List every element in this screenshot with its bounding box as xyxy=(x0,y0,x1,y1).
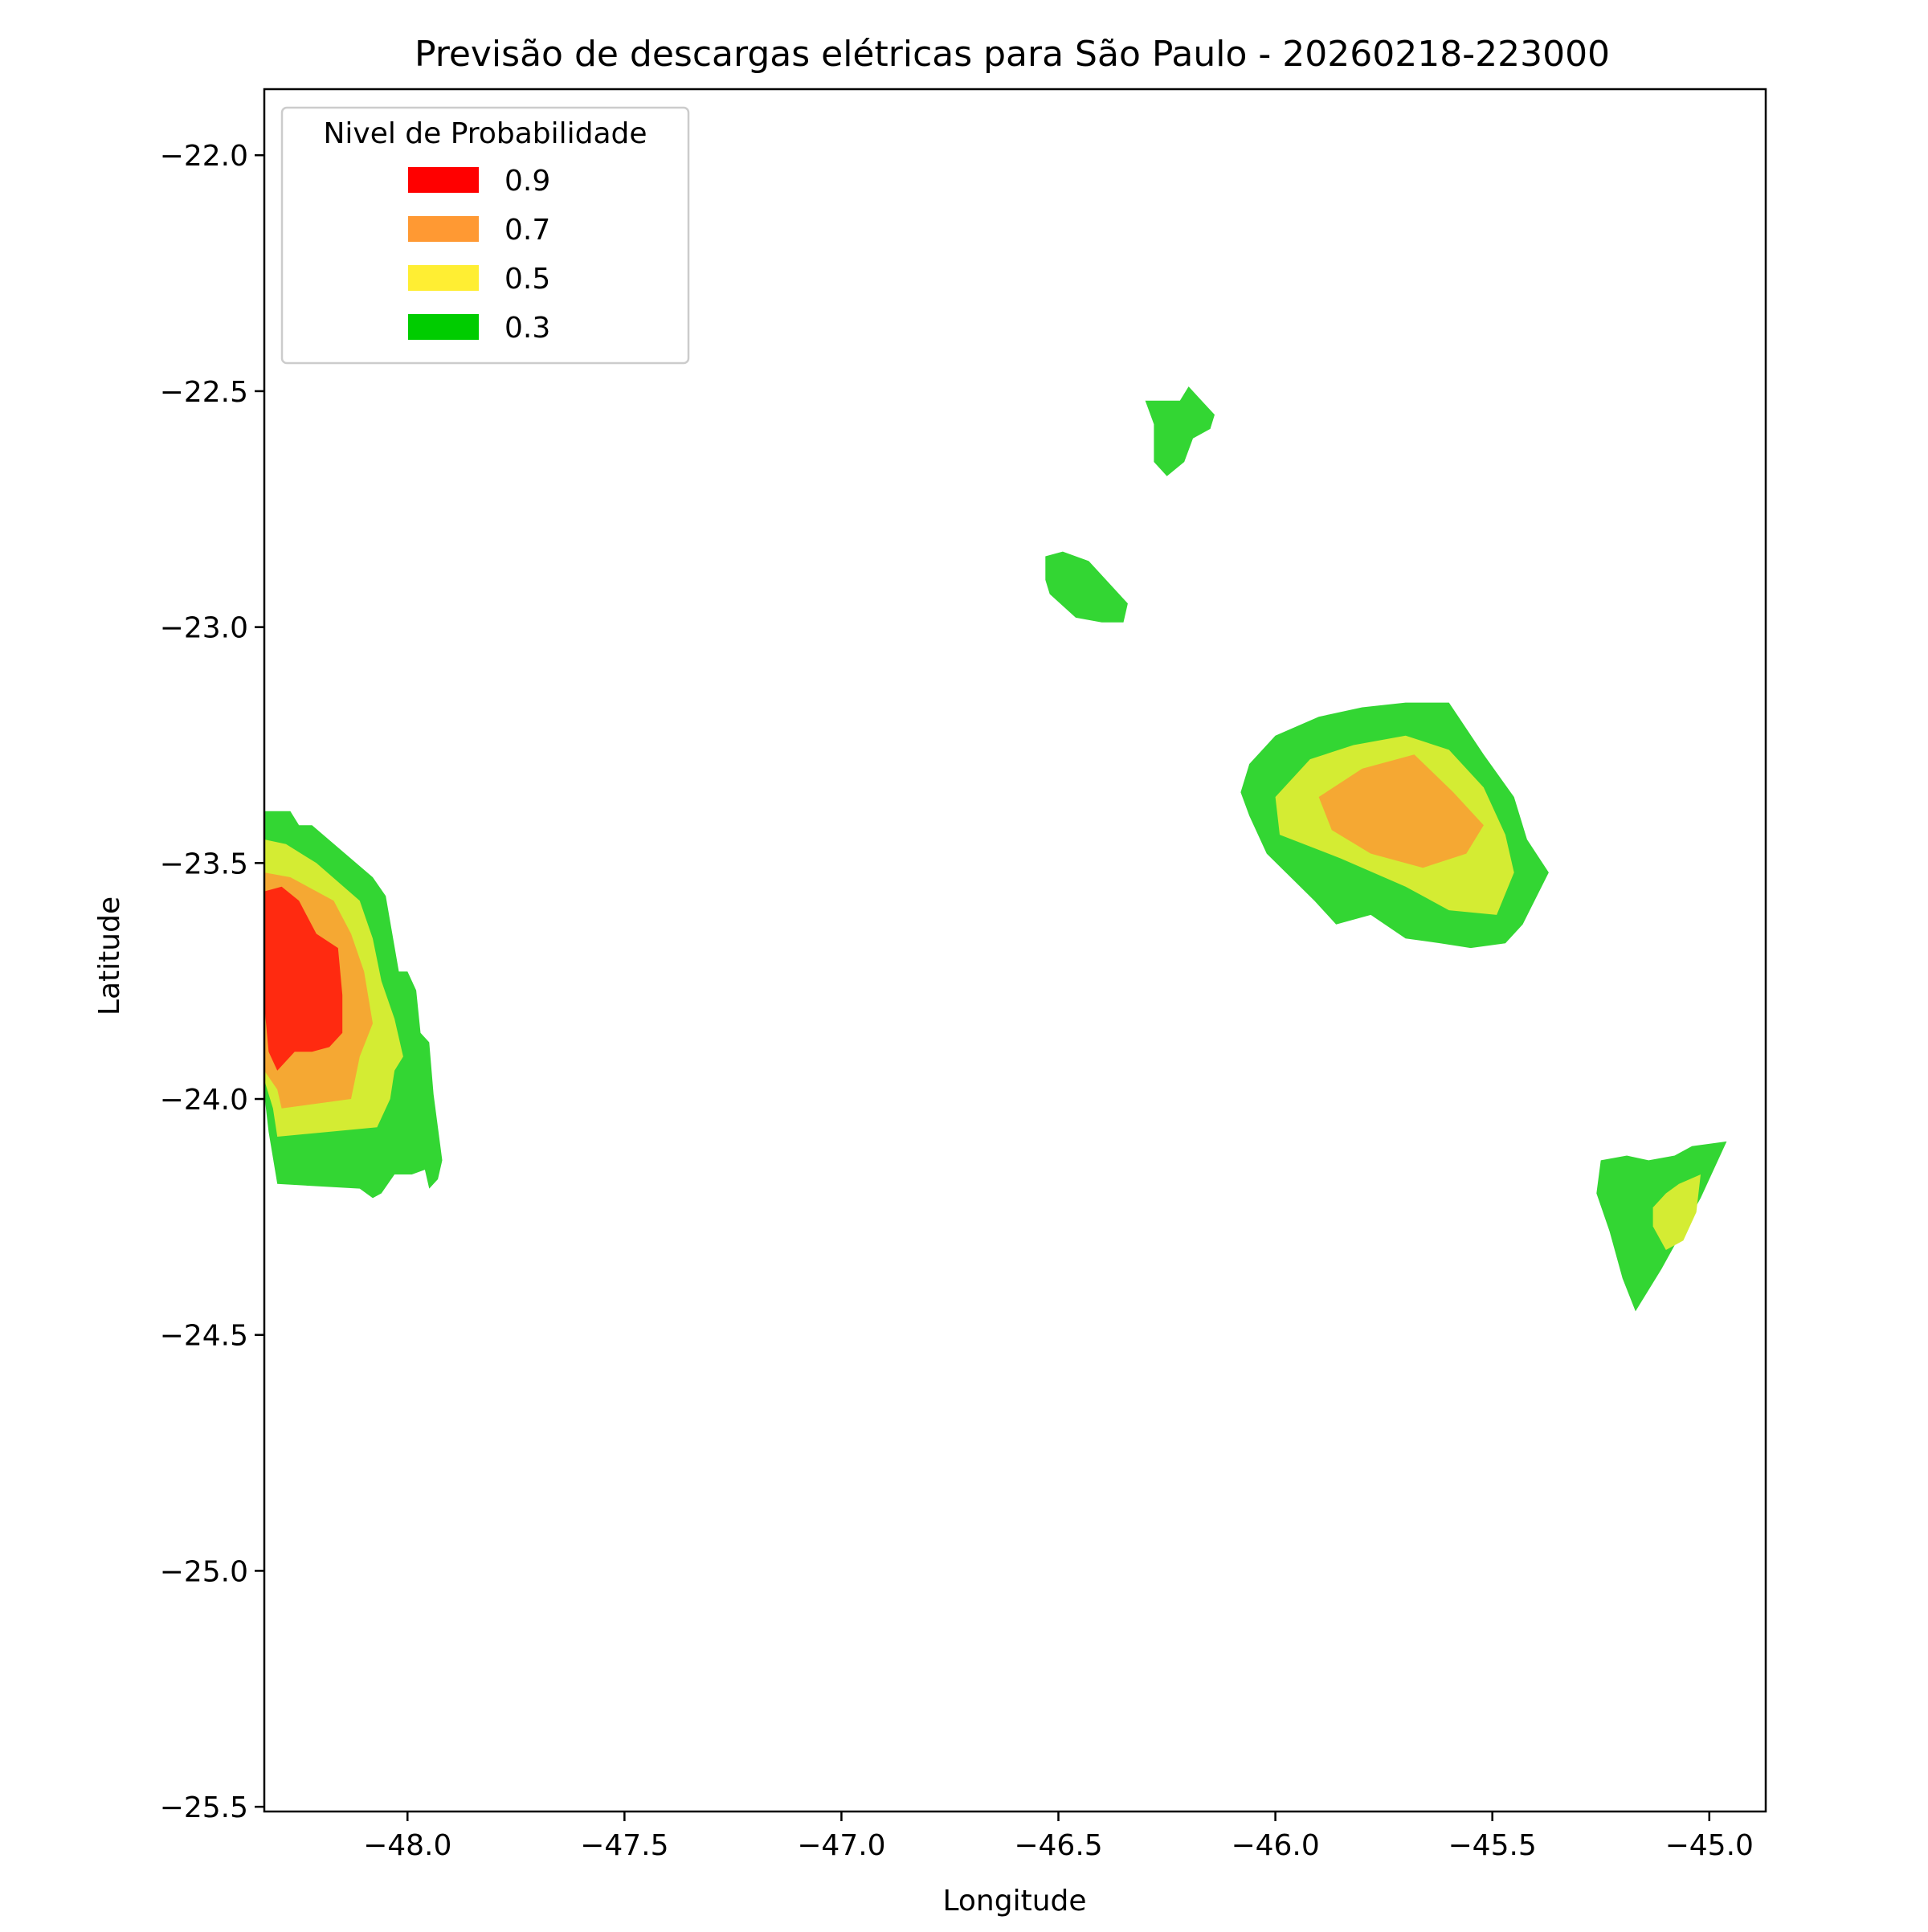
x-tick-label: −45.0 xyxy=(1665,1829,1754,1862)
x-tick-label: −45.5 xyxy=(1448,1829,1537,1862)
probability-regions xyxy=(264,386,1727,1312)
x-axis-label: Longitude xyxy=(942,1885,1086,1918)
y-tick-label: −25.0 xyxy=(160,1555,248,1588)
plot-area: −48.0 −47.5 −47.0 −46.5 −46.0 −45.5 −45.0 −22.… xyxy=(160,88,1767,1862)
x-tick-label: −47.5 xyxy=(580,1829,668,1862)
y-tick-label: −24.5 xyxy=(160,1320,248,1353)
legend-label-09: 0.9 xyxy=(504,165,550,198)
legend-box xyxy=(280,106,690,365)
legend-swatch-05 xyxy=(408,265,479,291)
region-level-05-10 xyxy=(1652,1174,1701,1250)
x-tick-label: −46.5 xyxy=(1014,1829,1102,1862)
y-axis-ticks: −22.0 −22.5 −23.0 −23.5 −24.0 −24.5 −25.0 −25.5 xyxy=(160,140,264,1824)
region-level-03-5 xyxy=(1045,551,1128,623)
region-level-03-4 xyxy=(1145,386,1215,476)
y-tick-label: −23.0 xyxy=(160,612,248,645)
y-tick-label: −22.0 xyxy=(160,140,248,173)
y-tick-label: −25.5 xyxy=(160,1791,248,1824)
region-level-09-3 xyxy=(264,886,343,1071)
chart-title: Previsão de descargas elétricas para São… xyxy=(415,34,1610,75)
legend-label-05: 0.5 xyxy=(504,263,550,296)
legend-title: Nivel de Probabilidade xyxy=(323,117,647,150)
region-level-07-8 xyxy=(1318,754,1484,868)
legend-swatch-09 xyxy=(408,167,479,193)
y-axis-label: Latitude xyxy=(93,897,126,1015)
legend-label-03: 0.3 xyxy=(504,312,550,345)
legend-entries: 0.9 0.7 0.5 0.3 xyxy=(408,165,550,345)
y-tick-label: −23.5 xyxy=(160,848,248,880)
y-tick-label: −24.0 xyxy=(160,1084,248,1117)
x-tick-label: −48.0 xyxy=(363,1829,451,1862)
x-tick-label: −47.0 xyxy=(797,1829,885,1862)
plot-frame xyxy=(263,88,1767,1813)
x-axis-ticks: −48.0 −47.5 −47.0 −46.5 −46.0 −45.5 −45.0 xyxy=(363,1812,1754,1862)
legend: Nivel de Probabilidade 0.9 0.7 0.5 0.3 xyxy=(280,106,690,365)
x-tick-label: −46.0 xyxy=(1231,1829,1319,1862)
legend-label-07: 0.7 xyxy=(504,214,550,247)
legend-swatch-07 xyxy=(408,216,479,242)
y-tick-label: −22.5 xyxy=(160,376,248,409)
legend-swatch-03 xyxy=(408,314,479,340)
